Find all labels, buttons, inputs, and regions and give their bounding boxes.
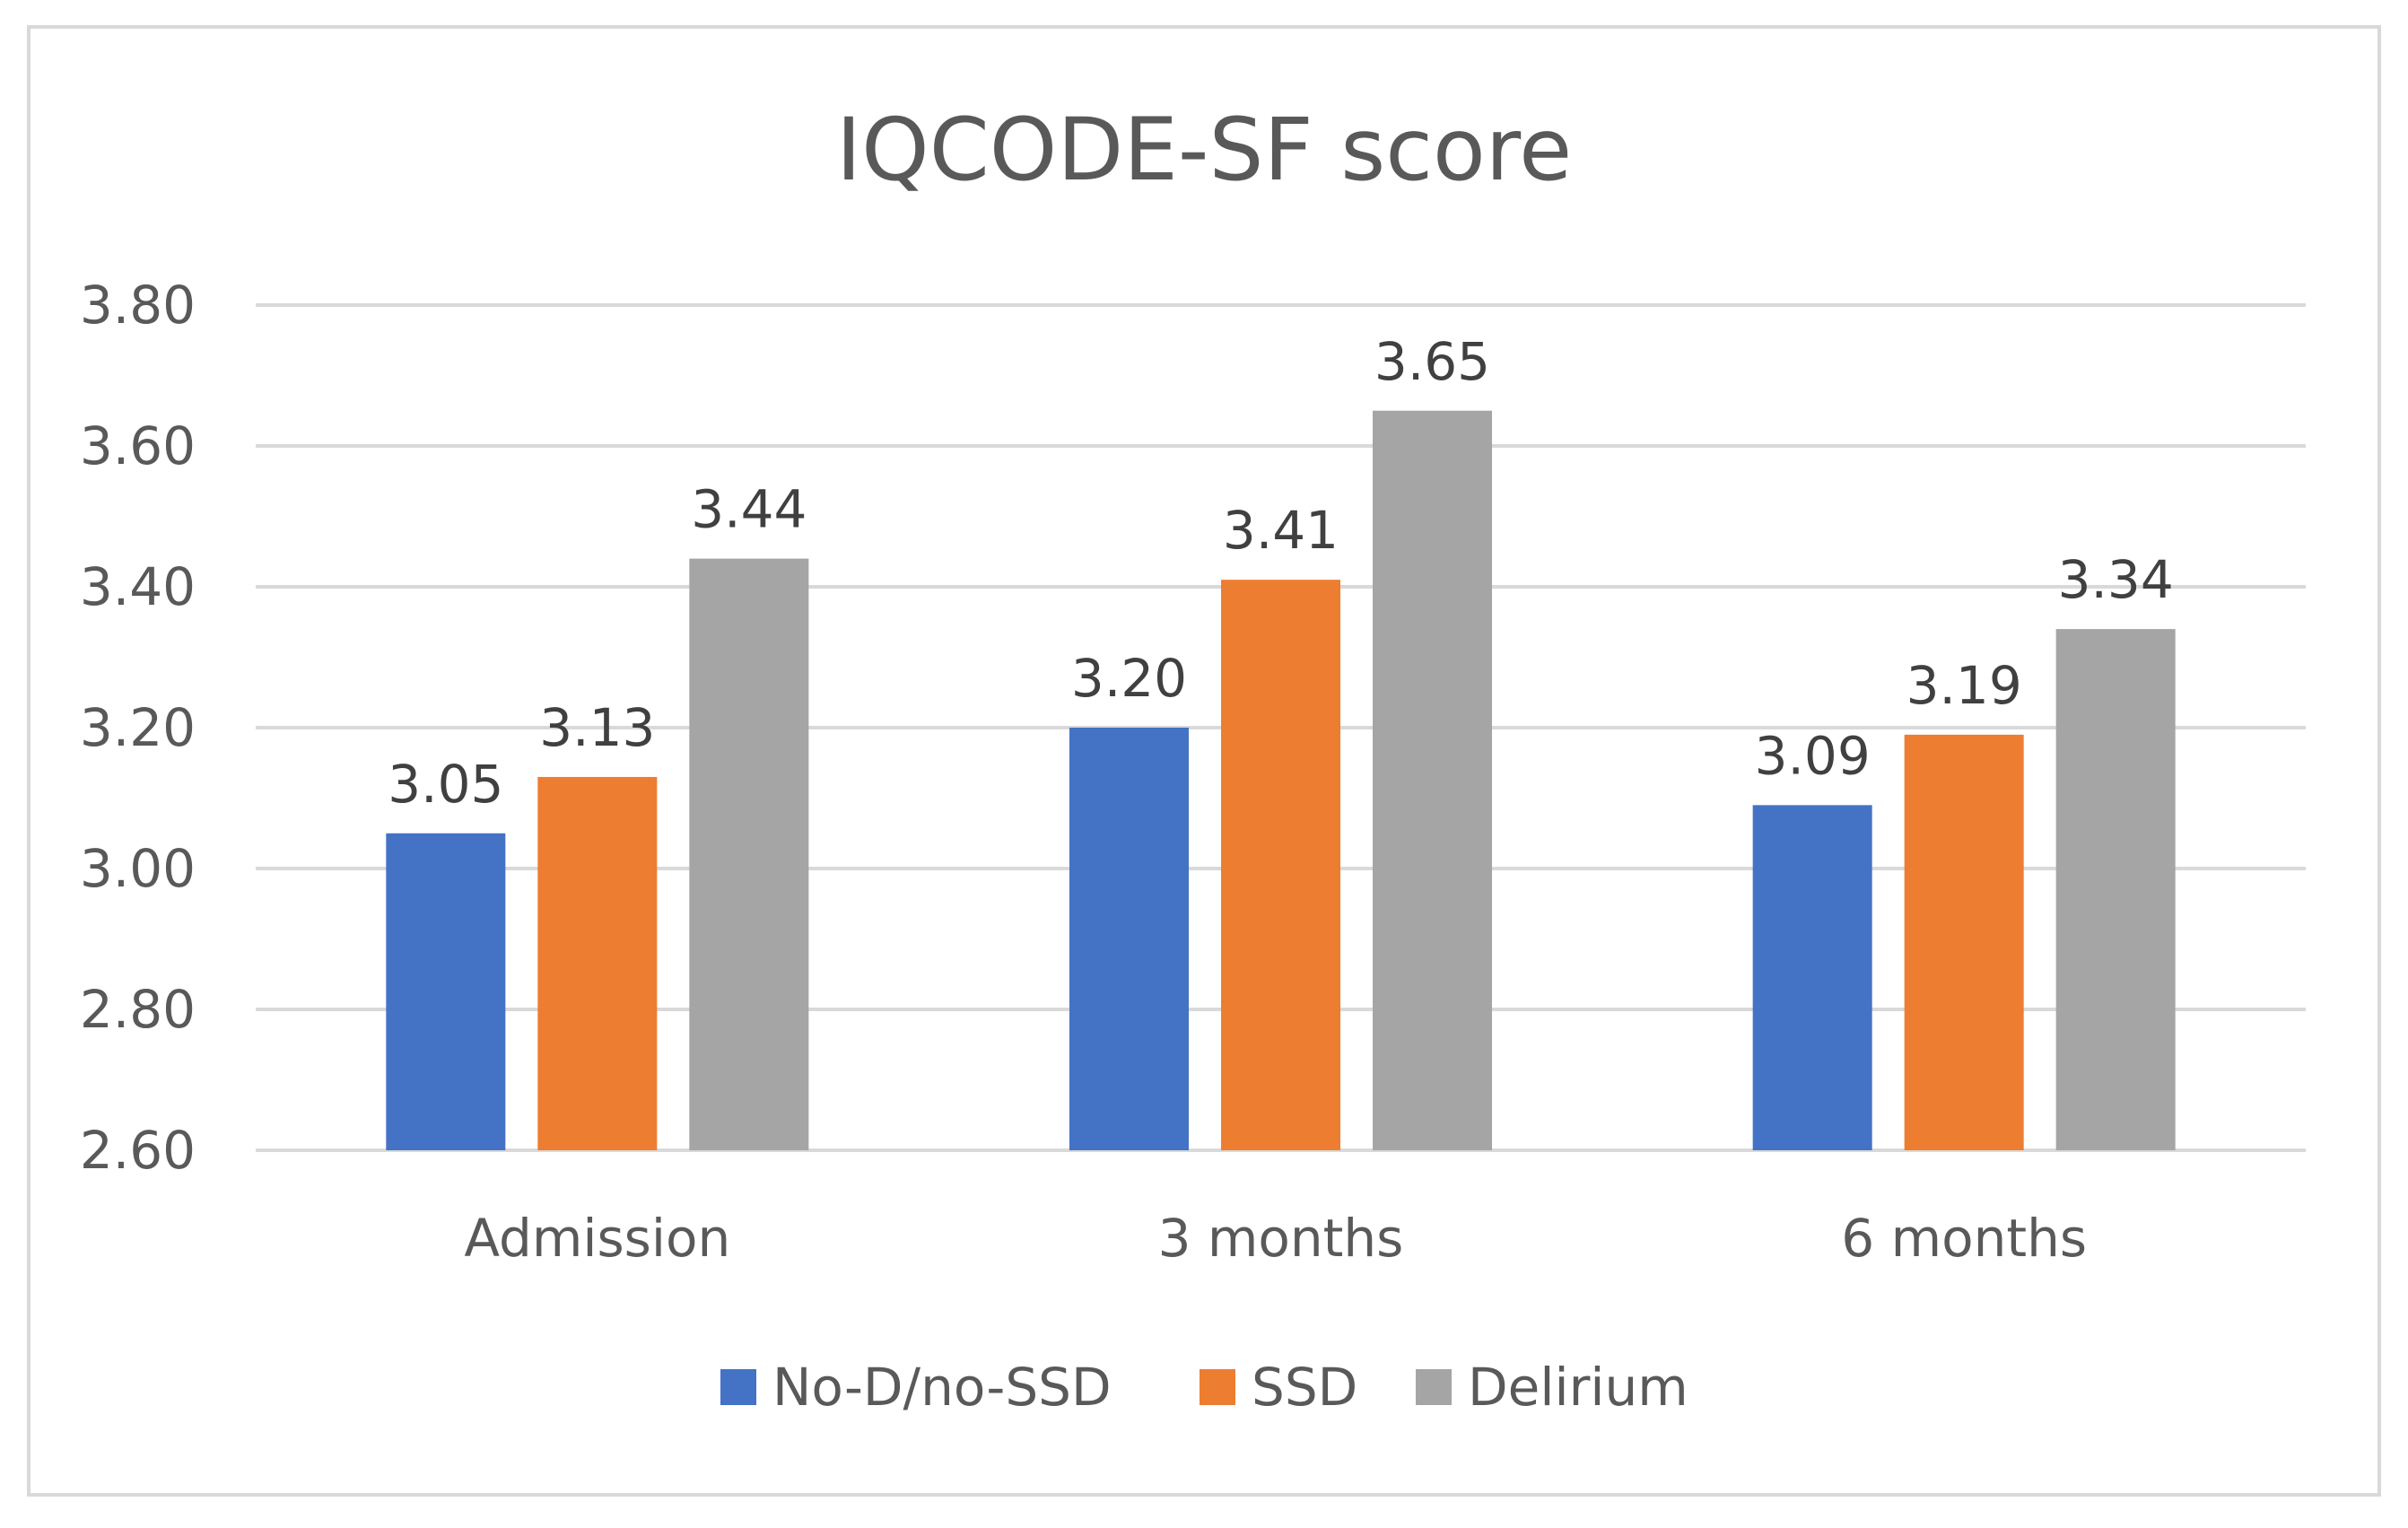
- legend-label: Delirium: [1468, 1357, 1688, 1418]
- y-tick-label: 2.60: [80, 1120, 196, 1181]
- y-tick-label: 3.00: [80, 838, 196, 899]
- x-category-label: 6 months: [1841, 1208, 2087, 1269]
- data-label: 3.09: [1755, 725, 1871, 786]
- legend: No-D/no-SSD SSD Delirium: [720, 1357, 1688, 1418]
- bar: [386, 833, 506, 1150]
- data-label: 3.41: [1223, 500, 1339, 561]
- x-category-label: Admission: [464, 1208, 730, 1269]
- data-label: 3.19: [1906, 655, 2022, 716]
- bar: [1373, 410, 1492, 1150]
- y-axis-ticks: 2.60 2.80 3.00 3.20 3.40 3.60 3.80: [80, 275, 196, 1181]
- legend-item: SSD: [1200, 1357, 1357, 1418]
- data-labels: 3.05 3.13 3.44 3.20 3.41 3.65 3.09 3.19 3.34: [388, 331, 2173, 815]
- bar: [537, 776, 658, 1150]
- chart-title: IQCODE-SF score: [836, 100, 1572, 200]
- bar: [1069, 728, 1189, 1150]
- data-label: 3.13: [539, 697, 655, 758]
- legend-item: No-D/no-SSD: [720, 1357, 1112, 1418]
- bar: [2055, 629, 2176, 1150]
- bar: [1752, 805, 1872, 1150]
- data-label: 3.20: [1071, 648, 1187, 709]
- y-tick-label: 2.80: [80, 979, 196, 1040]
- legend-item: Delirium: [1416, 1357, 1688, 1418]
- bars: [386, 410, 2176, 1150]
- bar: [1221, 580, 1340, 1150]
- legend-swatch: [720, 1369, 756, 1405]
- y-tick-label: 3.60: [80, 415, 196, 476]
- y-tick-label: 3.20: [80, 697, 196, 758]
- legend-swatch: [1416, 1369, 1452, 1405]
- y-tick-label: 3.80: [80, 275, 196, 336]
- x-category-label: 3 months: [1158, 1208, 1404, 1269]
- data-label: 3.05: [388, 754, 503, 815]
- bar: [1904, 734, 2024, 1150]
- data-label: 3.34: [2058, 549, 2174, 610]
- legend-label: No-D/no-SSD: [772, 1357, 1112, 1418]
- data-label: 3.65: [1374, 331, 1490, 392]
- data-label: 3.44: [691, 479, 807, 540]
- x-axis-categories: Admission 3 months 6 months: [464, 1208, 2087, 1269]
- bar: [689, 558, 809, 1150]
- y-tick-label: 3.40: [80, 556, 196, 617]
- legend-swatch: [1200, 1369, 1235, 1405]
- legend-label: SSD: [1252, 1357, 1357, 1418]
